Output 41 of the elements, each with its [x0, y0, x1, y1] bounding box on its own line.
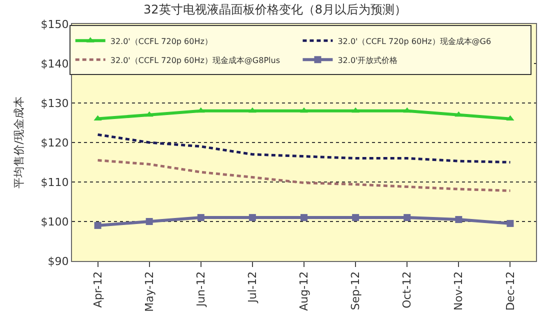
- point: [94, 222, 102, 229]
- point: [455, 216, 462, 224]
- point: [352, 214, 360, 222]
- y-tick-label: $140: [40, 57, 69, 70]
- point: [145, 111, 154, 117]
- point: [404, 214, 411, 222]
- point: [454, 111, 463, 117]
- x-tick-label: Aug-12: [298, 271, 311, 311]
- point: [197, 214, 204, 222]
- point: [506, 220, 514, 227]
- point: [248, 107, 256, 113]
- y-tick-label: $150: [40, 18, 69, 31]
- point: [352, 107, 360, 113]
- chart-title: 32英寸电视液晶面板价格变化（8月以后为预测）: [144, 2, 406, 16]
- point: [300, 214, 308, 222]
- y-tick-label: $120: [40, 136, 69, 150]
- line-series: [96, 159, 512, 192]
- x-tick-label: Oct-12: [400, 271, 414, 308]
- x-tick-label: Apr-12: [91, 271, 104, 308]
- x-tick-label: Jul-12: [246, 271, 260, 304]
- x-tick-label: Dec-12: [504, 271, 517, 311]
- legend-label: 32.0'（CCFL 720p 60Hz）现金成本@G8Plus: [110, 56, 280, 65]
- x-tick-label: Nov-12: [452, 271, 466, 311]
- legend-label: 32.0'（CCFL 720p 60Hz）: [110, 36, 212, 46]
- y-tick-label: $110: [40, 176, 69, 189]
- x-tick-label: Sep-12: [349, 271, 362, 310]
- point: [94, 115, 102, 121]
- point: [196, 107, 205, 113]
- y-tick-label: $90: [48, 254, 69, 268]
- x-tick-label: May-12: [142, 271, 156, 312]
- point: [403, 107, 412, 113]
- legend-label: 32.0'（CCFL 720p 60Hz）现金成本@G6: [338, 36, 492, 46]
- y-axis-title: 平均售价/现金成本: [12, 96, 26, 188]
- y-tick-label: $130: [40, 96, 69, 110]
- line-series: [96, 133, 512, 164]
- point: [506, 115, 514, 121]
- legend-label: 32.0'开放式价格: [338, 56, 398, 65]
- x-tick-label: Jun-12: [194, 271, 208, 308]
- y-tick-label: $100: [40, 215, 69, 228]
- point: [248, 214, 256, 222]
- point: [146, 218, 153, 225]
